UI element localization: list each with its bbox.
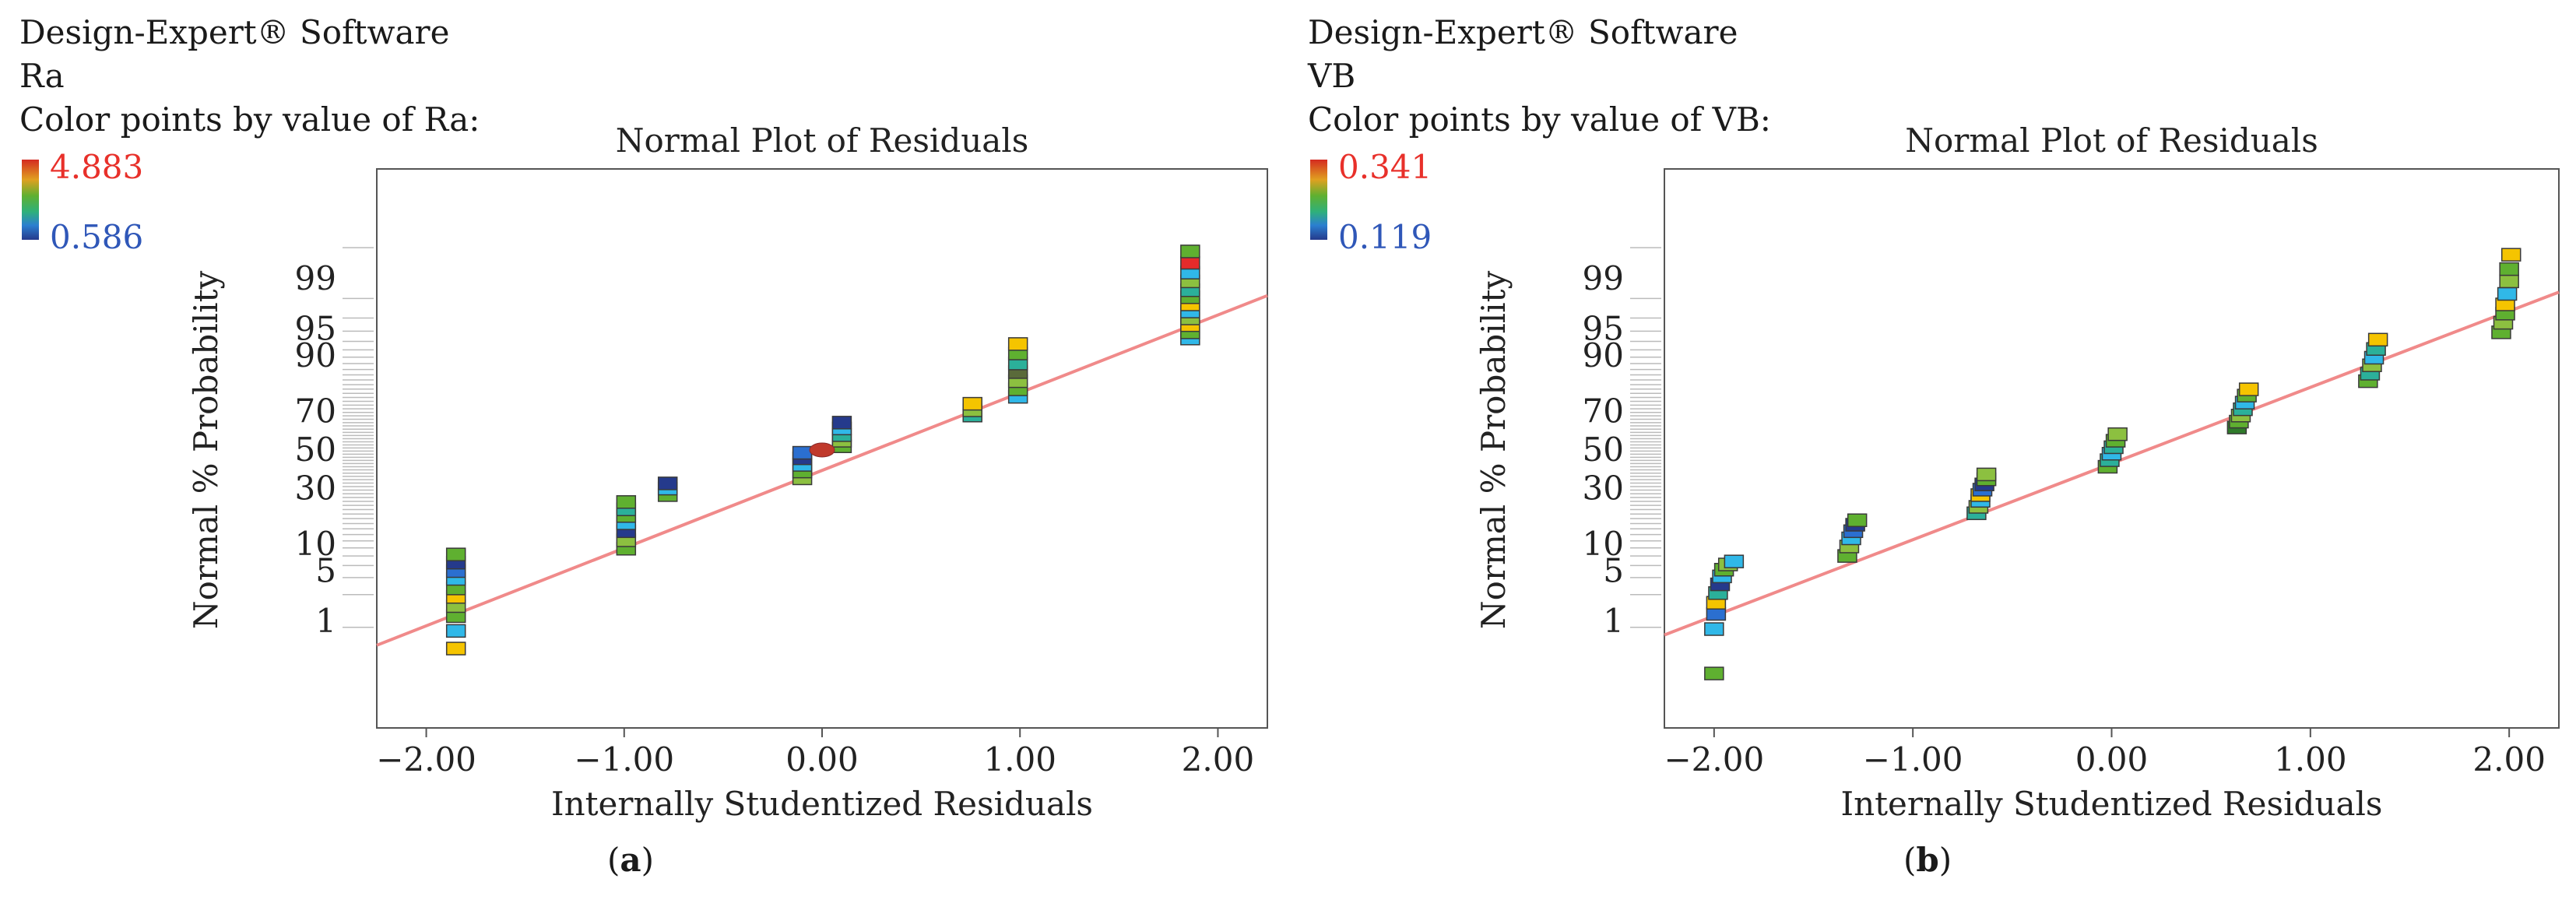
x-tick-label: 0.00 xyxy=(785,740,859,779)
figure-sublabel: (a) xyxy=(607,841,654,879)
data-point xyxy=(1847,513,1868,527)
info-block: Design-Expert® Software VB Color points … xyxy=(1308,11,1771,142)
sublabel-letter: a xyxy=(620,841,641,879)
data-point xyxy=(2238,382,2259,396)
reference-line xyxy=(376,294,1268,647)
y-tick-label: 70 xyxy=(1583,392,1624,430)
data-point xyxy=(792,445,813,460)
chart-title: Normal Plot of Residuals xyxy=(616,121,1029,160)
data-point xyxy=(1976,467,1997,482)
x-axis-label: Internally Studentized Residuals xyxy=(1841,785,2383,823)
data-point xyxy=(445,642,466,656)
x-tick-label: −2.00 xyxy=(376,740,476,779)
data-point xyxy=(445,547,466,561)
y-tick-label: 90 xyxy=(295,336,336,374)
data-point xyxy=(1724,554,1745,568)
x-tick-label: 2.00 xyxy=(1182,740,1255,779)
data-point xyxy=(1704,666,1724,680)
response-name: Ra xyxy=(19,57,65,95)
info-block: Design-Expert® Software Ra Color points … xyxy=(19,11,480,142)
legend-min-value: 0.586 xyxy=(50,218,144,256)
y-axis-label: Normal % Probability xyxy=(1474,271,1513,630)
data-point xyxy=(445,624,466,638)
data-point xyxy=(2500,248,2522,262)
color-by-label: Color points by value of Ra: xyxy=(19,100,480,139)
figure-sublabel: (b) xyxy=(1903,841,1952,879)
panel-b: Design-Expert® Software VB Color points … xyxy=(1288,0,2576,914)
panel-a: Design-Expert® Software Ra Color points … xyxy=(19,11,1268,879)
y-tick-label: 50 xyxy=(1583,431,1624,469)
legend-min-value: 0.119 xyxy=(1338,218,1432,256)
y-tick-label: 30 xyxy=(295,469,336,508)
y-tick-label: 70 xyxy=(295,392,336,430)
color-legend-bar xyxy=(22,160,39,240)
data-point xyxy=(1704,622,1724,636)
x-tick-label: −2.00 xyxy=(1664,740,1764,779)
y-tick-label: 99 xyxy=(295,259,336,297)
x-tick-label: −1.00 xyxy=(1863,740,1963,779)
y-tick-label: 95 xyxy=(1583,309,1624,347)
y-tick-label: 5 xyxy=(1603,552,1624,590)
data-point xyxy=(2107,427,2128,441)
center-marker xyxy=(809,442,835,458)
response-name: VB xyxy=(1308,57,1356,95)
x-tick-label: 2.00 xyxy=(2472,740,2546,779)
y-tick-label: 99 xyxy=(1583,259,1624,297)
y-tick-label: 1 xyxy=(1603,602,1624,640)
y-tick-label: 30 xyxy=(1583,469,1624,508)
color-legend-bar xyxy=(1310,160,1327,240)
legend-max-value: 0.341 xyxy=(1338,148,1432,186)
data-point xyxy=(1007,337,1028,351)
data-point xyxy=(2497,287,2518,301)
software-title: Design-Expert® Software xyxy=(1308,13,1738,51)
x-tick-label: 1.00 xyxy=(2274,740,2347,779)
data-point xyxy=(616,495,637,509)
x-tick-label: −1.00 xyxy=(574,740,674,779)
y-axis-label: Normal % Probability xyxy=(187,271,225,630)
y-tick-label: 10 xyxy=(295,525,336,563)
data-point xyxy=(962,396,982,411)
chart-title: Normal Plot of Residuals xyxy=(1905,121,2318,160)
x-axis-label: Internally Studentized Residuals xyxy=(551,785,1093,823)
color-by-label: Color points by value of VB: xyxy=(1308,100,1771,139)
legend-max-value: 4.883 xyxy=(50,148,144,186)
x-tick-label: 1.00 xyxy=(983,740,1056,779)
x-tick-label: 0.00 xyxy=(2075,740,2149,779)
data-point xyxy=(831,416,852,430)
y-tick-label: 50 xyxy=(295,431,336,469)
data-point xyxy=(2499,262,2519,276)
data-point xyxy=(2499,274,2519,289)
data-point xyxy=(657,476,678,490)
sublabel-letter: b xyxy=(1916,841,1939,879)
y-tick-label: 95 xyxy=(295,309,336,347)
y-tick-label: 90 xyxy=(1583,336,1624,374)
y-tick-label: 1 xyxy=(315,602,336,640)
y-tick-label: 5 xyxy=(315,552,336,590)
data-point xyxy=(1180,255,1200,270)
data-point xyxy=(2367,332,2388,347)
data-point xyxy=(1180,244,1200,258)
software-title: Design-Expert® Software xyxy=(19,13,450,51)
y-tick-label: 10 xyxy=(1583,525,1624,563)
